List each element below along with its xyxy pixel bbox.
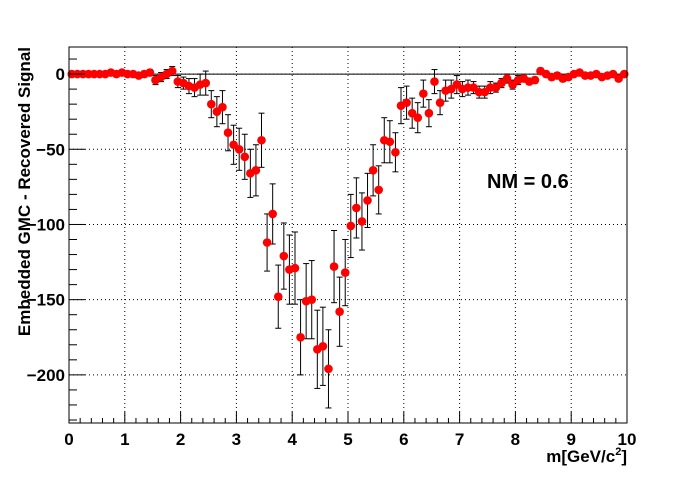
x-tick-label: 9 [566, 430, 575, 449]
y-axis-label: Embedded GMC - Recovered Signal [15, 47, 34, 336]
x-tick-label: 5 [343, 430, 352, 449]
data-point [502, 74, 512, 83]
x-tick-label: 6 [399, 430, 408, 449]
x-tick-label: 1 [120, 430, 129, 449]
data-point [424, 108, 434, 118]
x-tick-label: 7 [455, 430, 464, 449]
nm-annotation: NM = 0.6 [487, 171, 569, 193]
data-point [167, 66, 177, 76]
data-point [352, 203, 361, 213]
data-point [385, 137, 395, 147]
x-axis-label: m[GeV/c2] [546, 446, 627, 466]
data-point [391, 147, 400, 157]
data-point [290, 263, 300, 273]
x-tick-label: 3 [232, 430, 241, 449]
data-point [223, 128, 233, 138]
data-point [402, 98, 411, 107]
data-point [307, 295, 317, 304]
y-tick-label: 0 [56, 65, 65, 84]
data-point [145, 68, 155, 77]
x-tick-label: 0 [64, 430, 73, 449]
data-point [413, 113, 423, 122]
data-point [234, 144, 244, 154]
data-point [296, 332, 305, 342]
data-point [268, 209, 277, 219]
data-point [335, 307, 344, 317]
data-point [262, 238, 272, 247]
data-point [201, 78, 211, 88]
y-tick-labels: 0 −50 −100 −150 −200 [27, 65, 65, 385]
y-tick-label: −200 [27, 366, 65, 385]
data-point [218, 102, 227, 112]
data-point [346, 221, 356, 231]
data-point [257, 135, 266, 145]
x-tick-label: 2 [176, 430, 185, 449]
data-point [363, 196, 372, 205]
x-tick-label: 10 [618, 430, 637, 449]
data-point [206, 99, 216, 109]
data-point [419, 89, 428, 98]
data-point [318, 341, 328, 351]
data-point [374, 185, 383, 195]
data-point [530, 75, 540, 85]
x-tick-label: 8 [511, 430, 520, 449]
data-point [273, 292, 283, 301]
data-point [368, 166, 378, 175]
y-tick-label: −150 [27, 291, 65, 310]
data-point [619, 69, 629, 79]
y-tick-label: −50 [36, 140, 65, 159]
data-point [324, 364, 333, 374]
data-point [240, 152, 250, 162]
data-point [340, 268, 350, 277]
x-tick-label: 4 [287, 430, 297, 449]
data-point [435, 98, 445, 107]
tick-layer [68, 58, 628, 423]
data-point [329, 262, 339, 271]
data-point [430, 77, 439, 86]
x-tick-labels: 0 1 2 3 4 5 6 7 8 9 10 [64, 430, 636, 449]
data-point [251, 166, 261, 175]
data-point [357, 217, 367, 226]
data-point [279, 251, 289, 261]
y-tick-label: −100 [27, 215, 65, 234]
